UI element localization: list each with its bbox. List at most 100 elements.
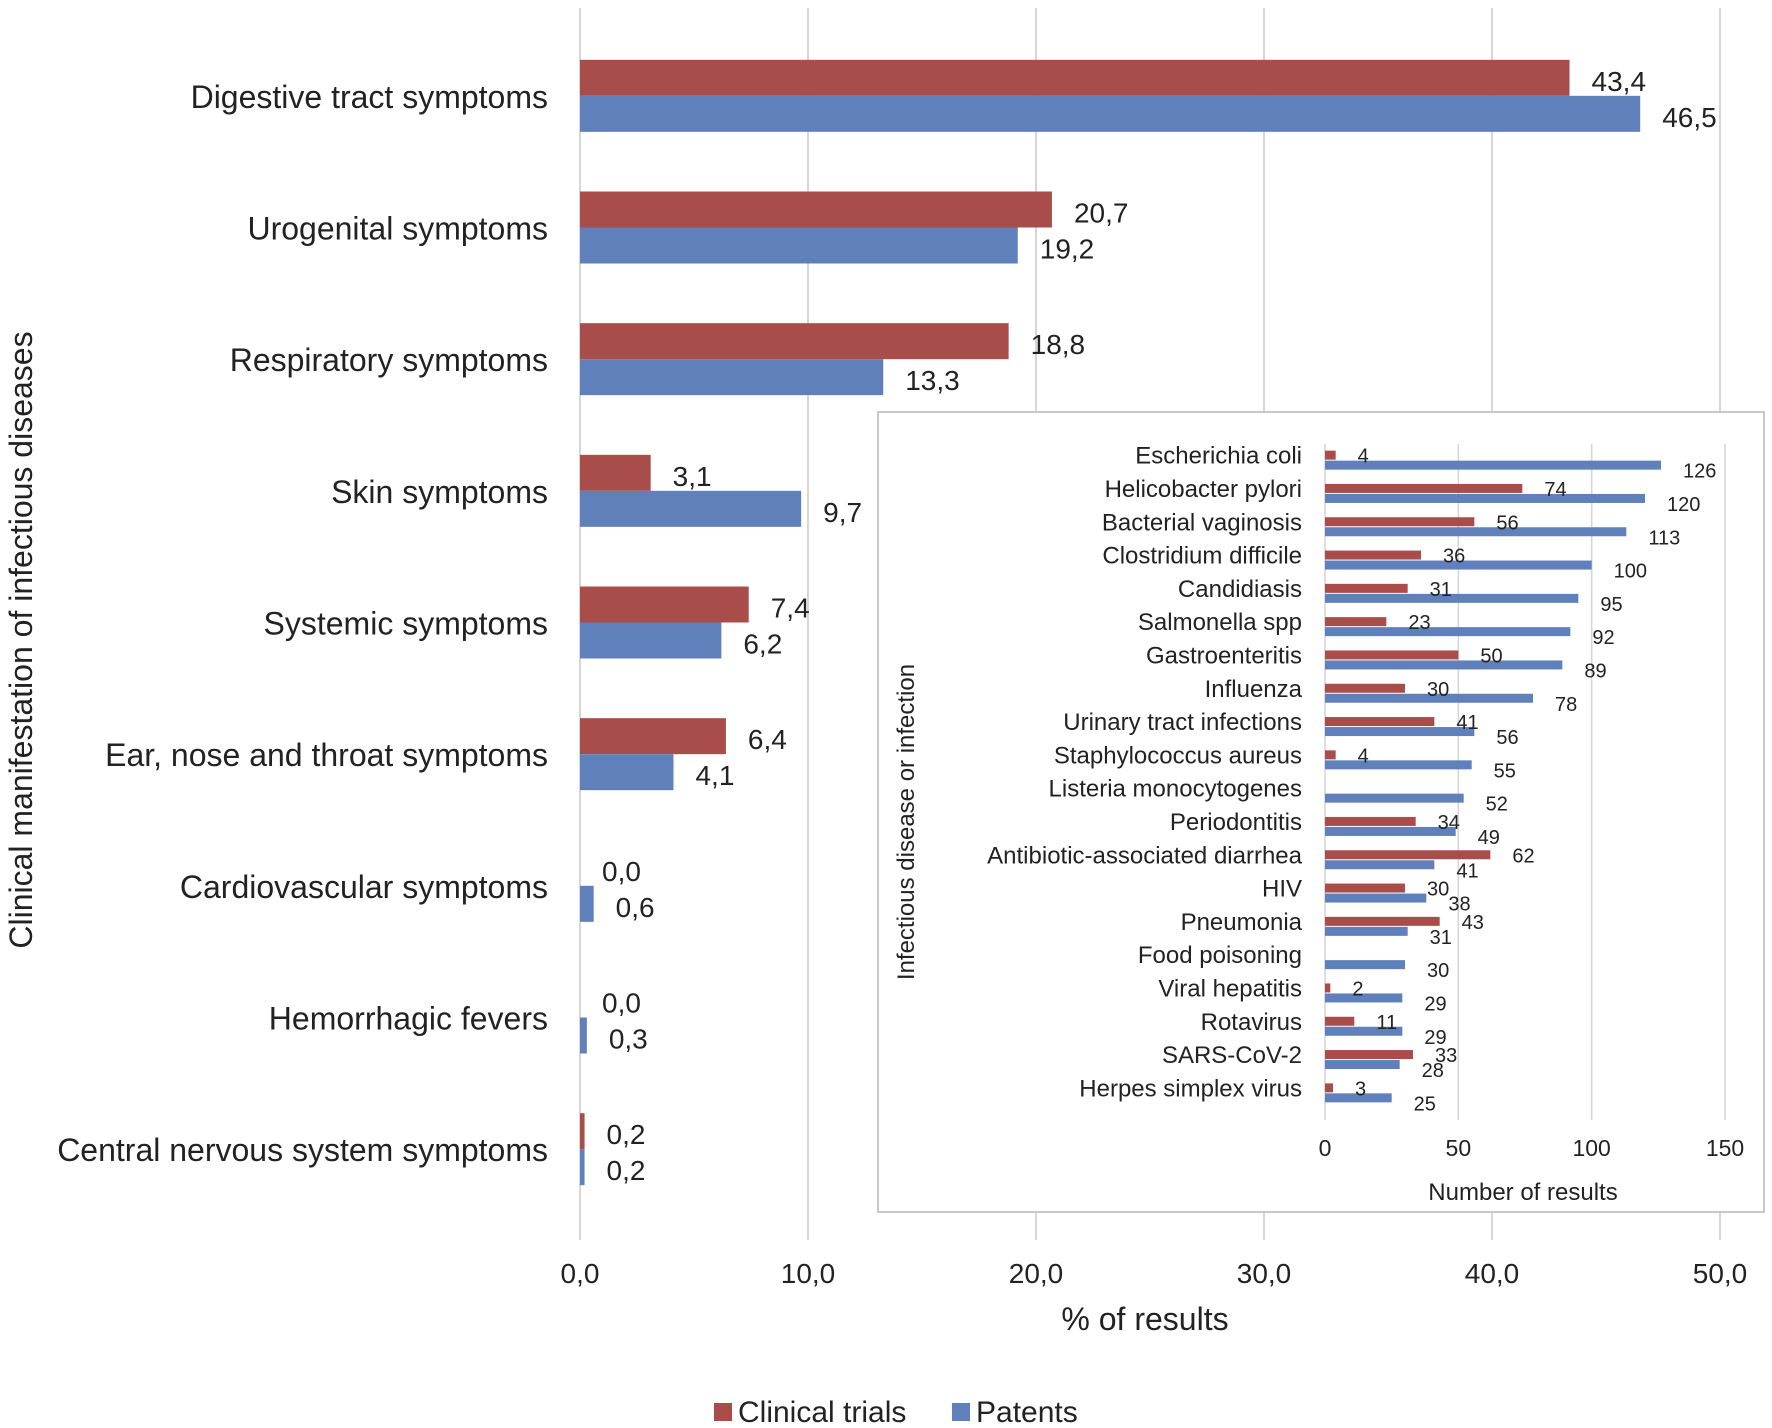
legend-swatch-clinical-trials [714,1403,732,1421]
inset-data-label-clinical-trials: 23 [1408,612,1430,634]
inset-tick-labels: 0 50 100 150 [1319,1135,1745,1161]
legend: Clinical trials Patents [714,1396,1078,1428]
inset-bar-patents [1325,660,1563,670]
inset-category-label: Herpes simplex virus [1079,1075,1302,1102]
main-bar-clinical-trials [580,586,749,623]
inset-bar-clinical-trials [1325,650,1459,660]
main-data-label-patents: 13,3 [905,365,960,396]
inset-data-label-patents: 41 [1456,860,1478,882]
inset-data-label-clinical-trials: 4 [1358,745,1369,767]
inset-data-label-patents: 92 [1592,627,1614,649]
main-data-label-patents: 0,3 [609,1024,648,1055]
main-x-axis-title: % of results [1061,1301,1228,1337]
main-bar-patents [580,359,884,396]
main-tick-label: 0,0 [561,1258,600,1289]
main-category-label: Digestive tract symptoms [191,79,548,115]
inset-data-label-patents: 55 [1494,760,1516,782]
inset-category-label: Antibiotic-associated diarrhea [987,842,1302,869]
legend-label-patents: Patents [976,1396,1078,1428]
inset-bar-patents [1325,760,1472,770]
inset-bar-clinical-trials [1325,983,1331,993]
inset-data-label-clinical-trials: 11 [1376,1012,1397,1034]
main-bar-clinical-trials [580,191,1052,228]
inset-data-label-patents: 78 [1555,694,1577,716]
legend-swatch-patents [952,1403,970,1421]
inset-category-label: Gastroenteritis [1146,642,1302,669]
inset-bar-clinical-trials [1325,916,1440,926]
inset-category-label: HIV [1262,876,1302,903]
inset-bar-clinical-trials [1325,550,1421,560]
main-data-label-patents: 46,5 [1662,102,1717,133]
inset-bar-patents [1325,493,1645,503]
main-data-label-patents: 0,2 [607,1155,646,1186]
main-data-label-clinical-trials: 20,7 [1074,198,1129,229]
inset-bar-patents [1325,560,1592,570]
inset-data-labels: 4126741205611336100319523925089307841564… [1352,446,1716,1116]
main-bar-patents [580,1149,585,1186]
inset-data-label-clinical-trials: 43 [1462,912,1484,934]
inset-data-label-patents: 49 [1478,827,1500,849]
inset-bar-patents [1325,860,1435,870]
inset-bars [1325,450,1661,1103]
main-bars [580,59,1641,1186]
inset-category-label: Salmonella spp [1138,609,1302,636]
main-data-label-patents: 4,1 [695,760,734,791]
inset-data-label-clinical-trials: 62 [1512,845,1534,867]
main-data-labels: 43,4 46,5 20,7 19,2 18,8 13,3 3,1 9,7 7,4 6,2 6,4 4… [602,66,1717,1186]
inset-data-label-clinical-trials: 50 [1480,645,1502,667]
inset-data-label-clinical-trials: 36 [1443,546,1465,568]
inset-bar-patents [1325,693,1533,703]
main-bar-clinical-trials [580,59,1570,96]
main-category-label: Urogenital symptoms [247,211,548,247]
main-bar-patents [580,754,674,791]
inset-bar-clinical-trials [1325,816,1416,826]
main-bar-patents [580,95,1641,132]
inset-category-label: Influenza [1205,676,1303,703]
inset-bar-patents [1325,960,1405,970]
main-data-label-clinical-trials: 0,0 [602,856,641,887]
inset-data-label-patents: 31 [1430,927,1452,949]
inset-bar-clinical-trials [1325,517,1475,527]
main-tick-label: 30,0 [1237,1258,1292,1289]
main-y-axis-title: Clinical manifestation of infectious dis… [3,331,39,948]
inset-data-label-patents: 89 [1584,660,1606,682]
main-data-label-patents: 9,7 [823,497,862,528]
inset-bar-clinical-trials [1325,1016,1355,1026]
inset-data-label-patents: 100 [1614,561,1647,583]
inset-data-label-clinical-trials: 3 [1355,1078,1366,1100]
inset-data-label-clinical-trials: 30 [1427,679,1449,701]
main-bar-clinical-trials [580,718,726,755]
inset-bar-clinical-trials [1325,750,1336,760]
inset-tick-label: 50 [1446,1135,1472,1161]
main-tick-label: 20,0 [1009,1258,1064,1289]
inset-bar-clinical-trials [1325,1050,1413,1060]
inset-data-label-patents: 113 [1648,527,1680,549]
inset-category-label: Periodontitis [1170,809,1302,836]
main-data-label-clinical-trials: 18,8 [1031,329,1086,360]
inset-x-axis-title: Number of results [1428,1179,1617,1206]
inset-data-label-patents: 30 [1427,960,1449,982]
inset-bar-clinical-trials [1325,583,1408,593]
main-data-label-patents: 19,2 [1040,234,1095,265]
main-category-label: Central nervous system symptoms [57,1132,548,1168]
inset-bar-clinical-trials [1325,850,1491,860]
inset-bar-patents [1325,926,1408,936]
inset-bar-patents [1325,993,1403,1003]
inset-category-label: Bacterial vaginosis [1102,509,1302,536]
main-data-label-clinical-trials: 43,4 [1592,66,1647,97]
main-bar-clinical-trials [580,454,651,491]
inset-data-label-patents: 126 [1683,461,1716,483]
inset-bar-clinical-trials [1325,450,1336,460]
main-tick-label: 40,0 [1465,1258,1520,1289]
inset-bar-clinical-trials [1325,617,1387,627]
inset-category-label: Escherichia coli [1135,443,1302,470]
inset-category-label: Food poisoning [1138,942,1302,969]
inset-category-label: Candidiasis [1178,576,1302,603]
main-data-label-clinical-trials: 6,4 [748,724,787,755]
inset-category-label: Clostridium difficile [1102,543,1302,570]
main-category-label: Cardiovascular symptoms [180,869,548,905]
inset-bar-clinical-trials [1325,883,1405,893]
inset-tick-label: 150 [1706,1135,1744,1161]
inset-data-label-patents: 95 [1600,594,1622,616]
